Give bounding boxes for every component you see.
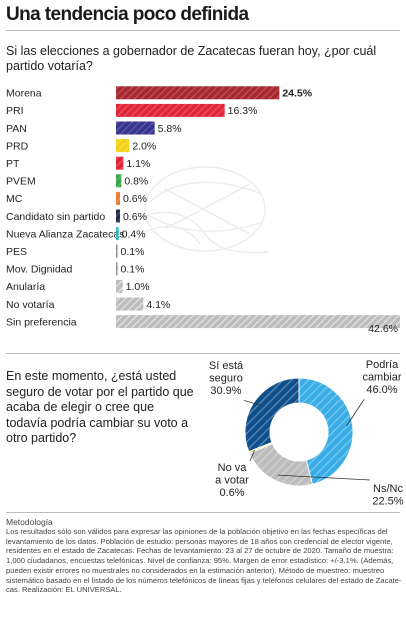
- bar-value-label: 24.5%: [282, 88, 312, 100]
- page-title: Una tendencia poco definida: [6, 4, 249, 25]
- methodology-line: sistemático basado en el listado de los …: [6, 575, 402, 585]
- bar-category-label: Mov. Dignidad: [6, 264, 72, 276]
- bar-value-label: 5.8%: [158, 123, 182, 135]
- methodology-line: pueden existir errores no muestrales no …: [6, 565, 385, 575]
- donut-category-label: No va: [218, 462, 248, 474]
- bar-texture: [116, 139, 130, 153]
- bar-category-label: PES: [6, 246, 27, 258]
- section-divider: [6, 353, 400, 354]
- bar-category-label: MC: [6, 193, 23, 205]
- donut-leader-line: [249, 450, 255, 462]
- donut-value-label: 46.0%: [366, 384, 397, 396]
- bar-value-label: 0.6%: [123, 211, 147, 223]
- bar-texture: [116, 227, 119, 241]
- methodology-line: 1,000 ciudadanos, encuestas telefónicas.…: [6, 556, 394, 566]
- bar-no-votar-a: [116, 297, 144, 311]
- bar-category-label: PRD: [6, 140, 29, 152]
- donut-slice-texture: [249, 443, 313, 486]
- bar-anular-a: [116, 279, 123, 293]
- donut-category-label: a votar: [215, 475, 249, 487]
- bar-texture: [116, 191, 120, 205]
- donut-leader-line: [346, 399, 365, 427]
- donut-category-label: Ns/Nc: [373, 483, 403, 495]
- methodology-line: levantamiento de los datos. Población de…: [6, 536, 393, 546]
- eagle-watermark-icon: [129, 166, 269, 254]
- bar-category-label: PAN: [6, 123, 27, 135]
- bar-category-label: Anularía: [6, 281, 45, 293]
- bar-category-label: PVEM: [6, 176, 36, 188]
- bar-texture: [116, 156, 124, 170]
- title-divider: [6, 30, 400, 31]
- bar-value-label: 1.0%: [126, 281, 150, 293]
- bar-category-label: Sin preferencia: [6, 316, 77, 328]
- bar-value-label: 0.4%: [122, 228, 146, 240]
- question-1-title: Si las elecciones a gobernador de Zacate…: [6, 44, 377, 73]
- donut-leader-line: [277, 474, 371, 481]
- party-preference-bar-chart: Morena 24.5% PRI 16.3% PAN 5.8% PRD 2.0% PT 1.1% P…: [6, 86, 400, 334]
- bar-texture: [116, 209, 120, 223]
- bar-category-label: Candidato sin partido: [6, 211, 105, 223]
- bar-category-label: Morena: [6, 88, 42, 100]
- donut-slice-texture: [299, 378, 353, 485]
- bar-value-label: 0.6%: [123, 193, 147, 205]
- donut-category-label: cambiar: [362, 372, 401, 384]
- bar-category-label: No votaría: [6, 299, 55, 311]
- bar-value-label: 0.1%: [121, 264, 145, 276]
- bar-value-label: 42.6%: [368, 323, 398, 334]
- donut-category-label: Podría: [366, 359, 399, 371]
- bar-sin-preferencia: [116, 315, 400, 329]
- bar-texture: [116, 121, 155, 135]
- bar-texture: [116, 103, 225, 117]
- donut-leader-line: [243, 400, 260, 406]
- methodology-line: residentes en el estado de Zacatecas. Fe…: [6, 546, 394, 556]
- methodology-text: Los resultados sólo son válidos para exp…: [6, 527, 402, 595]
- bar-texture: [116, 262, 118, 276]
- bar-category-label: PRI: [6, 105, 24, 117]
- methodology-divider: [6, 512, 400, 513]
- donut-value-label: 0.6%: [219, 487, 244, 499]
- donut-value-label: 22.5%: [372, 496, 403, 508]
- donut-category-label: Sí está: [209, 360, 244, 372]
- bar-category-label: Nueva Alianza Zacatecas: [6, 228, 124, 240]
- bar-value-label: 0.1%: [121, 246, 145, 258]
- bar-texture: [116, 244, 118, 258]
- bar-value-label: 0.8%: [124, 176, 148, 188]
- bar-value-label: 4.1%: [146, 299, 170, 311]
- bar-texture: [116, 174, 122, 188]
- bar-value-label: 2.0%: [132, 140, 156, 152]
- question-2-title: En este momento, ¿está usted seguro de v…: [6, 369, 194, 445]
- donut-slice-texture: [245, 378, 299, 452]
- bar-category-label: PT: [6, 158, 20, 170]
- bar-texture: [116, 86, 280, 100]
- methodology-line: cas. Realización: EL UNIVERSAL.: [6, 585, 122, 595]
- donut-value-label: 30.9%: [210, 385, 241, 397]
- methodology-line: Los resultados sólo son válidos para exp…: [6, 527, 388, 536]
- donut-category-label: seguro: [209, 373, 243, 385]
- bar-value-label: 16.3%: [228, 105, 258, 117]
- methodology-heading: Metodología: [6, 517, 53, 527]
- bar-value-label: 1.1%: [126, 158, 150, 170]
